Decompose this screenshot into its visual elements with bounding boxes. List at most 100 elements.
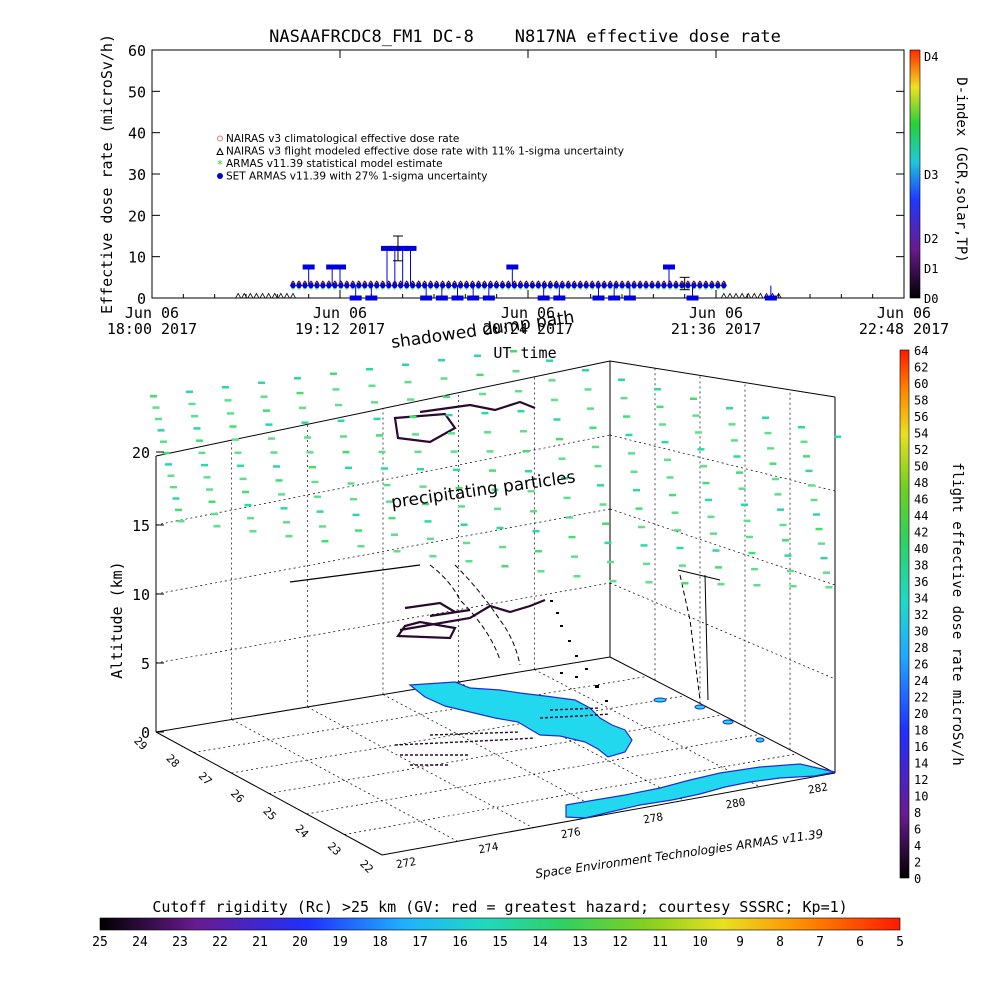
particle-mark [237,464,244,468]
series-point [259,292,266,299]
particle-mark [669,493,676,497]
dose-colorbar-tick-label: 58 [914,394,928,408]
box-line [155,582,611,664]
particle-mark [810,498,818,502]
particle-mark [337,419,345,423]
series-point: * [656,286,661,296]
legend-marker [216,147,224,155]
particle-mark [738,487,746,490]
series-point [715,283,721,289]
particle-mark [702,481,710,485]
series-point [757,292,764,299]
top-x-tick-date: Jun 06 [313,304,367,322]
series-point [457,283,464,289]
particle-mark [715,566,722,569]
series-point: * [620,286,625,296]
particle-mark [172,497,180,500]
dose-colorbar-tick-label: 50 [914,460,928,474]
rigidity-tick-label: 24 [132,935,148,950]
series-point: * [303,286,308,296]
particle-mark [340,435,347,438]
particle-mark [208,500,216,504]
series-point: * [452,286,457,296]
particle-mark [553,418,561,421]
particle-mark [805,469,813,473]
series-point: * [512,286,517,296]
series-point: * [650,286,655,296]
series-point: * [458,286,463,296]
series-point [667,283,673,289]
latitude-tick-label: 25 [260,805,279,824]
particle-mark [481,411,489,415]
series-point [356,283,362,289]
particle-mark [638,525,645,529]
particle-mark [285,535,293,538]
particle-mark [391,533,398,536]
particle-mark [726,407,733,410]
particle-mark [417,467,424,471]
particle-mark [304,436,311,439]
particle-mark [463,541,470,545]
particle-mark [422,502,429,506]
particle-mark [314,495,321,499]
d-index-colorbar [909,49,921,299]
series-point: * [530,286,535,296]
latitude-tick-label: 24 [293,822,312,841]
series-point: * [602,286,607,296]
series-point: * [560,286,565,296]
series-point [679,283,685,289]
series-point [643,283,649,289]
particle-mark [620,396,628,400]
series-point: * [381,286,386,296]
particle-mark [602,522,609,525]
particle-mark [764,431,772,435]
particle-mark [229,425,237,428]
particle-mark [371,401,378,404]
series-point: * [404,286,409,296]
particle-mark [558,457,566,460]
particle-mark [402,363,409,366]
particle-mark [378,450,386,454]
particle-mark [249,530,257,533]
particle-mark [769,462,777,465]
particle-mark [561,477,568,480]
particle-mark [450,450,458,453]
legend-label: SET ARMAS v11.39 with 27% 1-sigma uncert… [226,171,488,183]
particle-mark [186,390,193,393]
series-point: * [704,286,709,296]
particle-mark [618,378,625,381]
series-point: * [363,286,368,296]
particle-mark [412,433,419,436]
rigidity-tick-label: 21 [252,935,268,950]
series-point: * [392,286,397,296]
particle-mark [383,483,391,487]
rigidity-tick-label: 7 [816,935,824,950]
particle-mark [589,426,597,430]
particle-mark [573,575,581,578]
series-point: * [686,286,691,296]
altitude-tick-label: 5 [141,655,150,673]
rigidity-tick-label: 17 [412,935,428,950]
top-series-layer: * * * * * * * * * * * * * * * * * * * * * * * * * * * * * * * * * * * * * * * *… [234,235,782,301]
series-point [445,283,452,289]
particle-mark [414,450,422,454]
particle-mark [782,539,789,542]
series-point: * [668,286,673,296]
series-point: * [327,286,332,296]
series-point: * [446,286,451,296]
series-point: * [578,286,583,296]
series-point [265,292,272,299]
series-point: * [542,286,547,296]
series-point [726,292,734,299]
particle-mark [746,535,753,539]
series-point [350,283,356,289]
dose-colorbar-tick-label: 12 [914,773,928,787]
particle-mark [772,477,779,481]
flight-track-at-altitude [393,400,546,640]
particle-mark [834,435,841,438]
particle-mark [762,416,769,419]
particle-mark [692,414,700,417]
particle-mark [311,480,319,484]
series-3 [290,235,777,301]
particle-mark [347,482,355,485]
